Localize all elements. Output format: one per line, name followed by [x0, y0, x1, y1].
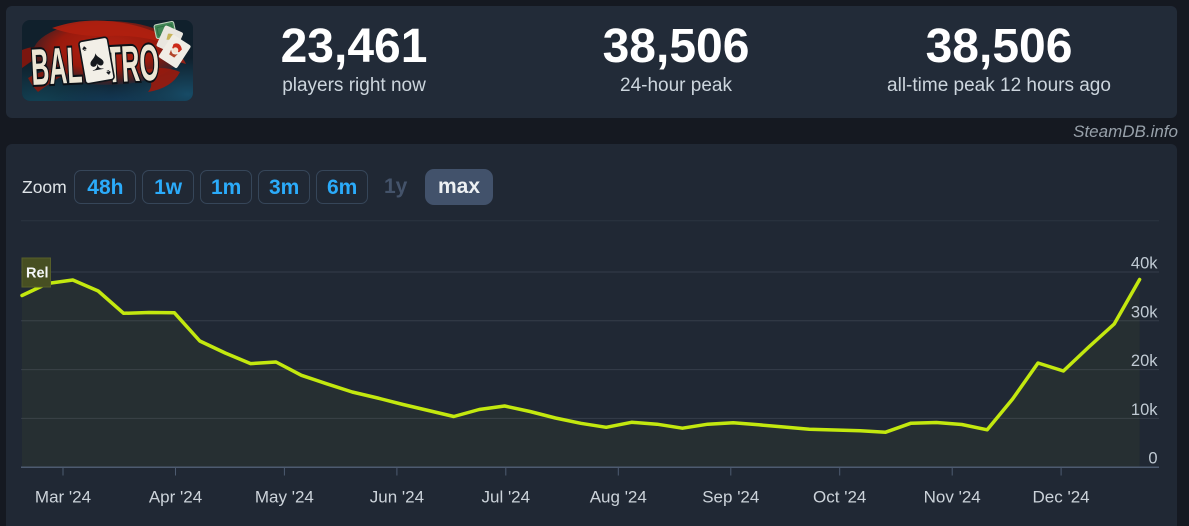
svg-text:40k: 40k [1131, 255, 1158, 273]
svg-text:10k: 10k [1131, 401, 1158, 419]
svg-text:BAL: BAL [30, 36, 84, 96]
svg-text:Apr '24: Apr '24 [149, 488, 202, 507]
svg-text:May '24: May '24 [255, 488, 314, 507]
svg-text:TRO: TRO [105, 33, 161, 93]
svg-text:Jun '24: Jun '24 [370, 488, 424, 507]
svg-text:Nov '24: Nov '24 [924, 488, 981, 507]
svg-text:♠: ♠ [81, 43, 88, 54]
svg-text:20k: 20k [1131, 352, 1158, 370]
svg-text:♠: ♠ [105, 68, 112, 79]
svg-text:0: 0 [1148, 450, 1157, 468]
svg-text:Aug '24: Aug '24 [590, 488, 647, 507]
svg-text:30k: 30k [1131, 303, 1158, 321]
svg-text:Oct '24: Oct '24 [813, 488, 866, 507]
svg-text:Rel: Rel [26, 266, 49, 282]
svg-text:Mar '24: Mar '24 [35, 488, 91, 507]
svg-text:Dec '24: Dec '24 [1033, 488, 1090, 507]
svg-text:♠: ♠ [86, 44, 106, 77]
svg-text:Jul '24: Jul '24 [481, 488, 530, 507]
svg-text:Sep '24: Sep '24 [702, 488, 759, 507]
